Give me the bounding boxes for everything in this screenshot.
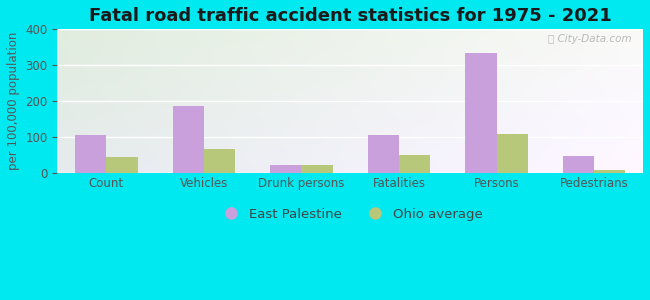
Bar [204,148,235,172]
Y-axis label: per 100,000 population: per 100,000 population [7,32,20,170]
Text: ⓘ City-Data.com: ⓘ City-Data.com [548,34,631,44]
Bar [173,106,204,172]
Legend: East Palestine, Ohio average: East Palestine, Ohio average [212,203,488,226]
Bar [497,134,528,172]
Bar [302,166,333,172]
Bar [270,165,302,172]
Bar [465,53,497,172]
Bar [594,170,625,172]
Bar [75,135,106,172]
Bar [399,155,430,172]
Title: Fatal road traffic accident statistics for 1975 - 2021: Fatal road traffic accident statistics f… [89,7,612,25]
Bar [106,157,138,172]
Bar [563,156,594,172]
Bar [368,135,399,172]
